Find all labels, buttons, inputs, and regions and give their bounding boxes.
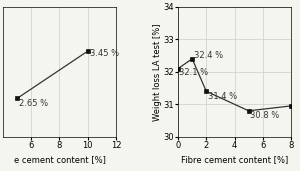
Text: 31.4 %: 31.4 %	[208, 92, 237, 101]
Text: 2.65 %: 2.65 %	[19, 99, 48, 108]
X-axis label: e cement content [%]: e cement content [%]	[14, 155, 105, 165]
Text: 32.1 %: 32.1 %	[179, 68, 208, 77]
Text: 32.4 %: 32.4 %	[194, 51, 223, 60]
Y-axis label: Weight loss LA test [%]: Weight loss LA test [%]	[153, 23, 162, 121]
Text: 3.45 %: 3.45 %	[90, 49, 119, 58]
Text: 30.8 %: 30.8 %	[250, 111, 280, 120]
X-axis label: Fibre cement content [%]: Fibre cement content [%]	[181, 155, 288, 165]
